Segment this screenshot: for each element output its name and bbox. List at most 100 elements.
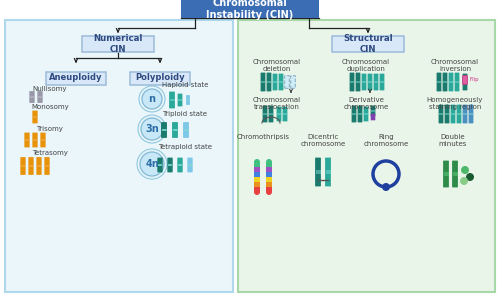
- FancyBboxPatch shape: [266, 72, 272, 91]
- FancyBboxPatch shape: [284, 76, 290, 88]
- Text: n: n: [148, 94, 156, 104]
- FancyBboxPatch shape: [315, 158, 321, 187]
- Bar: [38, 96, 42, 98]
- FancyBboxPatch shape: [254, 187, 260, 192]
- Bar: [162, 129, 166, 131]
- Bar: [30, 96, 34, 98]
- Text: Chromosomal
duplication: Chromosomal duplication: [342, 59, 390, 72]
- FancyBboxPatch shape: [266, 187, 272, 192]
- FancyBboxPatch shape: [358, 106, 362, 122]
- Bar: [82, 36, 154, 52]
- Bar: [29, 165, 33, 167]
- FancyBboxPatch shape: [40, 132, 46, 147]
- FancyBboxPatch shape: [184, 124, 188, 136]
- Circle shape: [140, 152, 164, 176]
- Bar: [21, 165, 25, 167]
- FancyBboxPatch shape: [268, 106, 274, 122]
- Text: Chromothripsis: Chromothripsis: [236, 134, 290, 140]
- Bar: [443, 81, 447, 83]
- Text: Chromosomal
Instability (CIN): Chromosomal Instability (CIN): [206, 0, 294, 20]
- Circle shape: [266, 189, 272, 195]
- FancyBboxPatch shape: [183, 122, 189, 138]
- Circle shape: [142, 89, 162, 109]
- Bar: [130, 72, 190, 85]
- Bar: [267, 81, 271, 83]
- Bar: [326, 170, 330, 174]
- Text: Derivative
chromosome: Derivative chromosome: [344, 97, 388, 110]
- FancyBboxPatch shape: [356, 72, 360, 91]
- Bar: [168, 164, 172, 166]
- FancyBboxPatch shape: [454, 72, 460, 91]
- Bar: [170, 99, 174, 101]
- Bar: [368, 81, 372, 83]
- Text: Triploid state: Triploid state: [162, 111, 208, 117]
- Bar: [162, 129, 166, 131]
- Bar: [173, 129, 177, 131]
- Bar: [188, 164, 192, 166]
- FancyBboxPatch shape: [254, 182, 260, 187]
- FancyBboxPatch shape: [462, 105, 468, 123]
- Bar: [172, 129, 178, 131]
- Bar: [25, 139, 29, 141]
- Bar: [445, 113, 449, 115]
- Bar: [358, 113, 362, 115]
- FancyBboxPatch shape: [266, 172, 272, 177]
- FancyBboxPatch shape: [254, 162, 260, 167]
- FancyBboxPatch shape: [352, 106, 356, 122]
- FancyBboxPatch shape: [262, 106, 268, 122]
- Bar: [184, 129, 188, 131]
- FancyBboxPatch shape: [276, 107, 281, 121]
- FancyBboxPatch shape: [20, 157, 25, 175]
- FancyBboxPatch shape: [172, 122, 178, 138]
- Bar: [261, 81, 265, 83]
- FancyBboxPatch shape: [266, 177, 272, 182]
- Bar: [444, 172, 448, 176]
- Bar: [457, 113, 461, 115]
- Bar: [186, 99, 190, 101]
- Bar: [364, 113, 368, 115]
- Bar: [374, 81, 378, 83]
- FancyBboxPatch shape: [178, 94, 182, 106]
- Bar: [332, 36, 404, 52]
- FancyBboxPatch shape: [362, 74, 366, 90]
- FancyBboxPatch shape: [162, 124, 166, 136]
- Bar: [356, 81, 360, 83]
- Bar: [188, 164, 192, 166]
- Bar: [33, 139, 37, 141]
- FancyBboxPatch shape: [38, 91, 43, 103]
- FancyBboxPatch shape: [186, 95, 190, 105]
- Circle shape: [266, 159, 272, 165]
- Text: Homogeneously
staining region: Homogeneously staining region: [427, 97, 483, 110]
- FancyBboxPatch shape: [254, 172, 260, 177]
- Bar: [33, 116, 37, 118]
- FancyBboxPatch shape: [162, 125, 166, 135]
- Bar: [178, 99, 182, 101]
- FancyBboxPatch shape: [161, 122, 167, 138]
- Bar: [316, 170, 320, 174]
- Bar: [463, 113, 467, 115]
- FancyBboxPatch shape: [290, 76, 296, 88]
- FancyBboxPatch shape: [172, 124, 178, 136]
- Text: Tetraploid state: Tetraploid state: [158, 144, 212, 150]
- Text: Haploid state: Haploid state: [162, 82, 208, 88]
- Text: Trisomy: Trisomy: [36, 126, 64, 132]
- FancyBboxPatch shape: [44, 157, 50, 175]
- FancyBboxPatch shape: [173, 125, 177, 135]
- FancyBboxPatch shape: [178, 159, 182, 171]
- FancyBboxPatch shape: [370, 114, 376, 120]
- FancyBboxPatch shape: [168, 161, 172, 169]
- Bar: [181, 0, 319, 18]
- Bar: [269, 113, 273, 115]
- Bar: [277, 113, 281, 115]
- Bar: [455, 81, 459, 83]
- Circle shape: [141, 118, 163, 140]
- Bar: [362, 81, 366, 83]
- Bar: [451, 113, 455, 115]
- Text: Chromosomal
inversion: Chromosomal inversion: [431, 59, 479, 72]
- Bar: [184, 129, 188, 131]
- Bar: [158, 164, 162, 166]
- Text: Double
minutes: Double minutes: [439, 134, 467, 147]
- Bar: [437, 81, 441, 83]
- Circle shape: [466, 173, 474, 181]
- Bar: [279, 81, 283, 83]
